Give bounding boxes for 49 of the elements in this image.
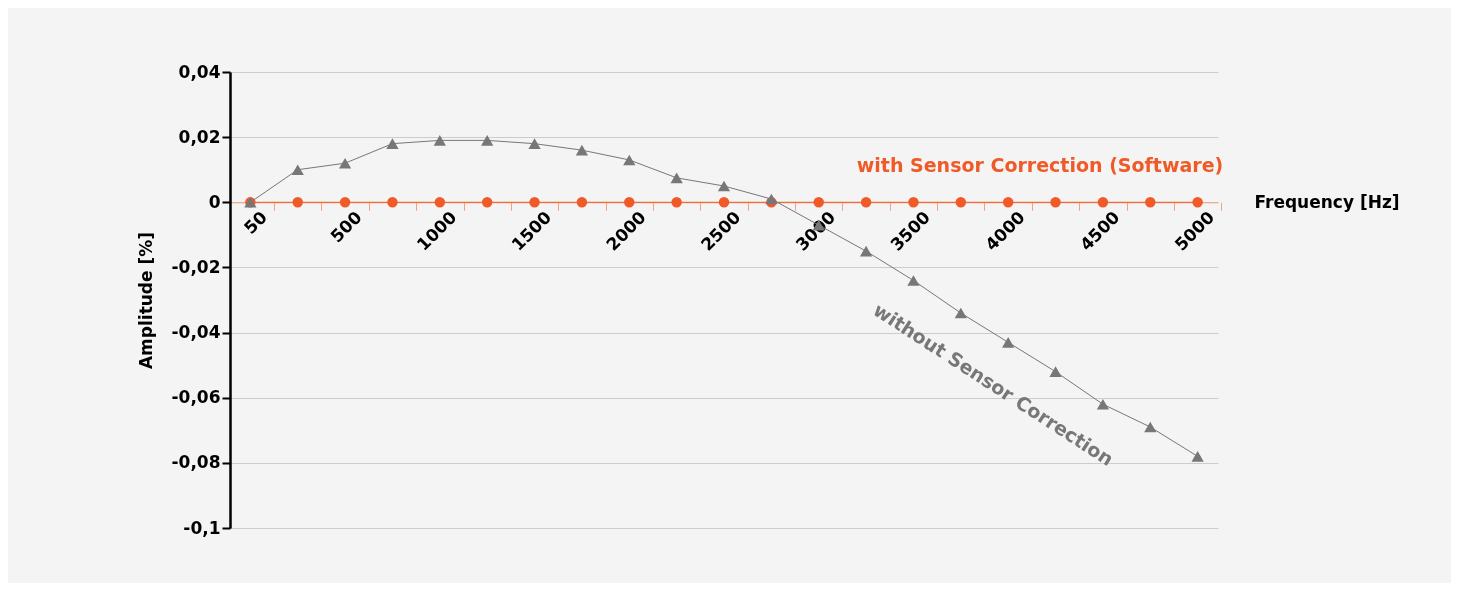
y-tick-label: 0 [208,191,221,212]
point [1097,197,1109,208]
point [1144,421,1157,433]
point [859,245,873,257]
point [291,164,304,176]
point [860,197,872,208]
point [813,197,824,208]
point [528,138,541,149]
point [292,197,303,208]
point [670,172,683,184]
point [434,197,446,208]
y-tick-label: -0,02 [171,256,221,277]
point [575,144,589,156]
y-tick-label: -0,04 [171,322,221,343]
point [765,193,778,205]
point [1049,366,1062,377]
y-tick-label: -0,1 [183,517,221,538]
y-tick-label: -0,08 [171,452,221,473]
point [624,197,635,208]
point [1050,197,1061,208]
point [718,197,730,208]
point [623,154,636,166]
point [717,180,731,192]
point [908,197,919,208]
point [671,197,682,208]
point [386,138,399,149]
x-tick-label: 50 [240,206,272,238]
point [339,197,351,208]
point [1191,451,1204,462]
point [576,197,588,208]
point [955,197,967,208]
point [481,197,493,208]
point [433,135,446,146]
y-tick-label: 0,02 [178,126,221,147]
point [1002,197,1014,208]
point [954,307,967,319]
point [529,197,540,208]
point [338,157,352,169]
point [481,135,494,146]
y-tick-label: 0,04 [178,61,221,82]
series-label: with Sensor Correction (Software) [856,154,1224,176]
point [907,275,920,286]
point [1002,337,1015,348]
x-axis-title: Frequency [Hz] [1254,191,1400,212]
y-axis-title: Amplitude [%] [135,231,156,370]
point [1192,197,1203,208]
point [1145,197,1156,208]
point [387,197,398,208]
y-tick-label: -0,06 [171,387,221,408]
